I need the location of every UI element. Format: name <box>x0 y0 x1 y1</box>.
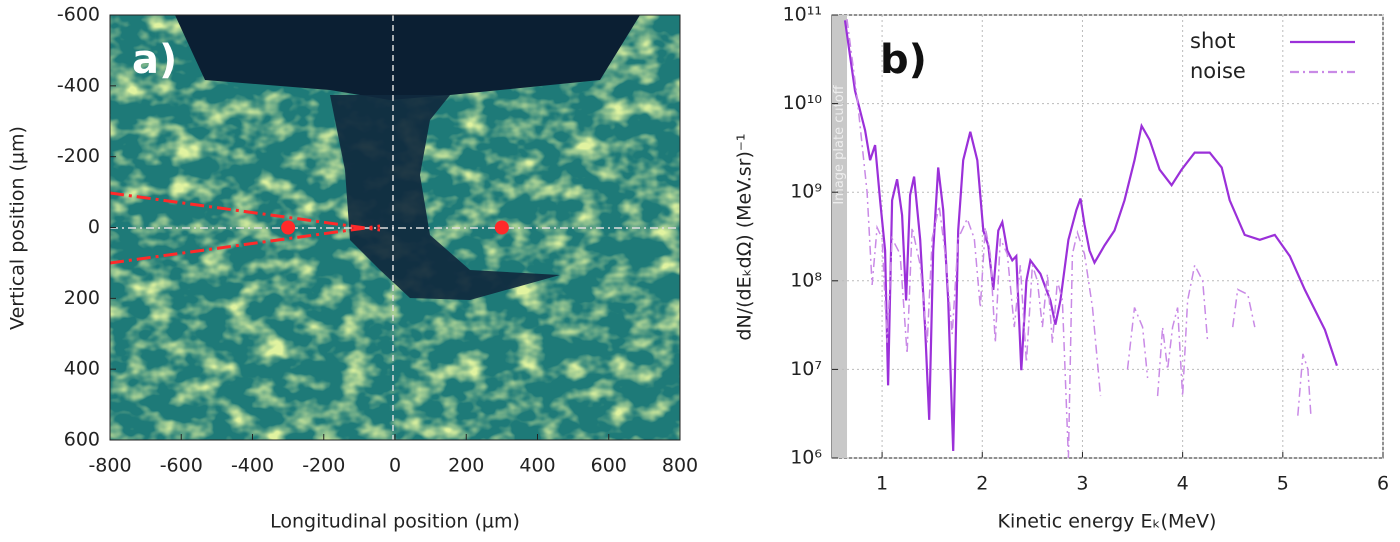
x-tick-label: 800 <box>662 455 698 477</box>
y-tick-label: 400 <box>64 358 100 380</box>
x-tick-label: -400 <box>231 455 274 477</box>
x-tick-label: 5 <box>1277 473 1289 495</box>
y-tick-label: 10¹¹ <box>783 4 822 26</box>
y-tick-label: 10⁸ <box>790 269 822 291</box>
y-tick-label: -600 <box>57 4 100 26</box>
x-axis-label: Longitudinal position (µm) <box>270 511 520 533</box>
red-guide <box>110 224 381 265</box>
marker <box>281 220 296 235</box>
legend-label: shot <box>1190 29 1235 53</box>
red-guide <box>110 191 381 232</box>
y-tick-label: 200 <box>64 287 100 309</box>
marker <box>494 220 509 235</box>
x-tick-label: 6 <box>1377 473 1389 495</box>
y-tick-label: 600 <box>64 429 100 451</box>
x-tick-label: -800 <box>88 455 131 477</box>
series-line <box>843 20 1338 452</box>
x-tick-label: -200 <box>302 455 345 477</box>
series-line <box>846 19 1312 459</box>
image-panel <box>110 15 680 440</box>
x-tick-label: 600 <box>591 455 627 477</box>
y-tick-label: 10⁷ <box>790 358 822 380</box>
dark-region <box>330 95 560 300</box>
y-tick-label: 10⁹ <box>790 181 822 203</box>
x-tick-label: 4 <box>1177 473 1189 495</box>
x-tick-label: -600 <box>160 455 203 477</box>
x-tick-label: 1 <box>876 473 888 495</box>
dark-region <box>175 15 640 100</box>
y-tick-label: -200 <box>57 145 100 167</box>
x-tick-label: 200 <box>448 455 484 477</box>
x-tick-label: 3 <box>1076 473 1088 495</box>
panel-label: a) <box>132 37 177 83</box>
x-tick-label: 400 <box>519 455 555 477</box>
x-tick-label: 2 <box>976 473 988 495</box>
x-tick-label: 0 <box>389 455 401 477</box>
y-tick-label: 10¹⁰ <box>783 92 822 114</box>
y-tick-label: 10⁶ <box>790 447 822 469</box>
x-axis-label: Kinetic energy Eₖ(MeV) <box>998 511 1217 533</box>
y-axis-label: dN/(dEₖdΩ) (MeV.sr)⁻¹ <box>734 133 756 340</box>
y-tick-label: 0 <box>88 216 100 238</box>
y-tick-label: -400 <box>57 74 100 96</box>
legend-label: noise <box>1190 59 1246 83</box>
panel-label: b) <box>880 37 927 83</box>
cutoff-label: Image plate cutoff <box>832 84 847 204</box>
y-axis-label: Vertical position (µm) <box>7 126 29 330</box>
cutoff-band <box>832 15 848 458</box>
